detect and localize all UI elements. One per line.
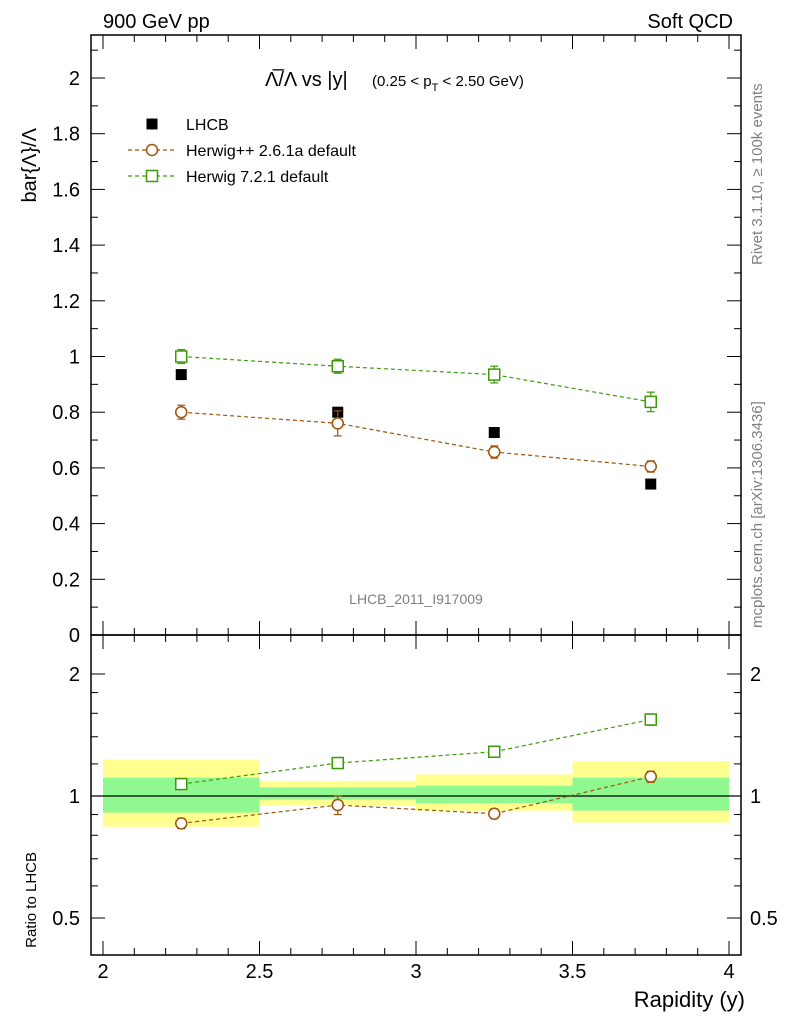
herwigpp-point: [331, 417, 344, 430]
herwig7-point: [331, 359, 344, 373]
ratio-plot-axes: 2 2.5 3 3.5 4 0.5 0.5 1 1 2 2: [52, 635, 778, 983]
ratio-y-tick-label-right: 0.5: [750, 908, 778, 930]
main-y-tick-label: 1.2: [52, 291, 80, 313]
herwigpp-point: [175, 405, 188, 419]
ratio-herwig7-point: [175, 777, 188, 791]
ratio-herwig7-point: [488, 745, 501, 758]
ratio-herwig7-point: [331, 756, 344, 770]
header-right: Soft QCD: [647, 11, 733, 33]
ratio-y-tick-label: 2: [69, 664, 80, 686]
legend-marker-lhcb: [146, 118, 158, 130]
title-sub-start: (0.25 < p: [372, 73, 432, 90]
herwig7-point: [488, 368, 501, 381]
title-main: Λ̅/Λ vs |y|: [265, 68, 348, 91]
x-tick-label: 3.5: [559, 961, 587, 983]
ratio-herwigpp-point: [175, 817, 188, 830]
plot-title: Λ̅/Λ vs |y| (0.25 < pT < 2.50 GeV): [265, 68, 524, 94]
mcplots-label: mcplots.cern.ch [arXiv:1306.3436]: [749, 401, 766, 628]
legend-label: Herwig 7.2.1 default: [186, 169, 329, 186]
ratio-band-inner: [416, 785, 573, 804]
legend-marker-herwigpp: [145, 143, 159, 157]
legend-label: LHCB: [186, 117, 229, 134]
main-y-axis-label: bar{Λ}/Λ: [19, 127, 41, 202]
title-sub-end: < 2.50 GeV): [438, 73, 523, 90]
analysis-watermark: LHCB_2011_I917009: [349, 591, 483, 607]
lhcb-data-point: [488, 427, 500, 439]
ratio-y-tick-label-right: 1: [750, 786, 761, 808]
herwigpp-point: [488, 445, 501, 459]
main-y-tick-label: 0.2: [52, 569, 80, 591]
ratio-plot-series: [175, 713, 657, 830]
title-sub: (0.25 < pT < 2.50 GeV): [372, 73, 524, 94]
ratio-band-inner: [572, 777, 729, 811]
ratio-y-tick-label: 0.5: [52, 908, 80, 930]
header-left: 900 GeV pp: [103, 11, 210, 33]
ratio-herwig7-line: [181, 718, 651, 785]
ratio-herwigpp-point: [331, 798, 344, 812]
x-tick-label: 3: [410, 961, 421, 983]
x-tick-label: 2.5: [246, 961, 274, 983]
ratio-plot-frame: [90, 634, 742, 956]
main-y-tick-label: 0.6: [52, 458, 80, 480]
main-y-tick-label: 1.4: [52, 235, 80, 257]
title-sub-index: T: [432, 82, 439, 94]
main-y-tick-label: 0: [69, 625, 80, 647]
ratio-herwigpp-point: [644, 770, 657, 783]
herwigpp-line: [181, 411, 651, 468]
main-y-tick-label: 2: [69, 68, 80, 90]
x-tick-label: 2: [97, 961, 108, 983]
x-axis-label: Rapidity (y): [634, 987, 745, 1012]
legend-marker-herwig7: [145, 169, 159, 183]
herwigpp-point: [644, 460, 657, 473]
lhcb-data-point: [645, 478, 657, 490]
ratio-y-tick-label: 1: [69, 786, 80, 808]
main-y-tick-label: 0.4: [52, 514, 80, 536]
main-y-tick-label: 1.6: [52, 179, 80, 201]
herwig7-line: [181, 355, 651, 403]
x-tick-label: 4: [723, 961, 734, 983]
main-y-tick-label: 0.8: [52, 402, 80, 424]
main-y-tick-label: 1: [69, 347, 80, 369]
ratio-y-axis-label: Ratio to LHCB: [23, 852, 40, 948]
lhcb-data-point: [175, 369, 187, 381]
ratio-herwig7-point: [644, 713, 657, 726]
main-y-tick-label: 1.8: [52, 124, 80, 146]
main-plot-series: [175, 348, 657, 490]
legend-label: Herwig++ 2.6.1a default: [186, 143, 356, 160]
ratio-herwigpp-point: [488, 807, 501, 821]
main-plot-axes: 0 0.2 0.4 0.6 0.8 1 1.2 1.4 1.6 1.8 2: [52, 35, 741, 647]
legend: LHCB Herwig++ 2.6.1a default Herwig 7.2.1 …: [128, 117, 356, 186]
herwig7-point: [644, 395, 657, 409]
ratio-y-tick-label-right: 2: [750, 664, 761, 686]
rivet-version-label: Rivet 3.1.10, ≥ 100k events: [749, 83, 766, 265]
ratio-uncertainty-bands: [91, 759, 741, 827]
herwig7-point: [175, 350, 188, 363]
ratio-herwigpp-line: [181, 776, 651, 824]
